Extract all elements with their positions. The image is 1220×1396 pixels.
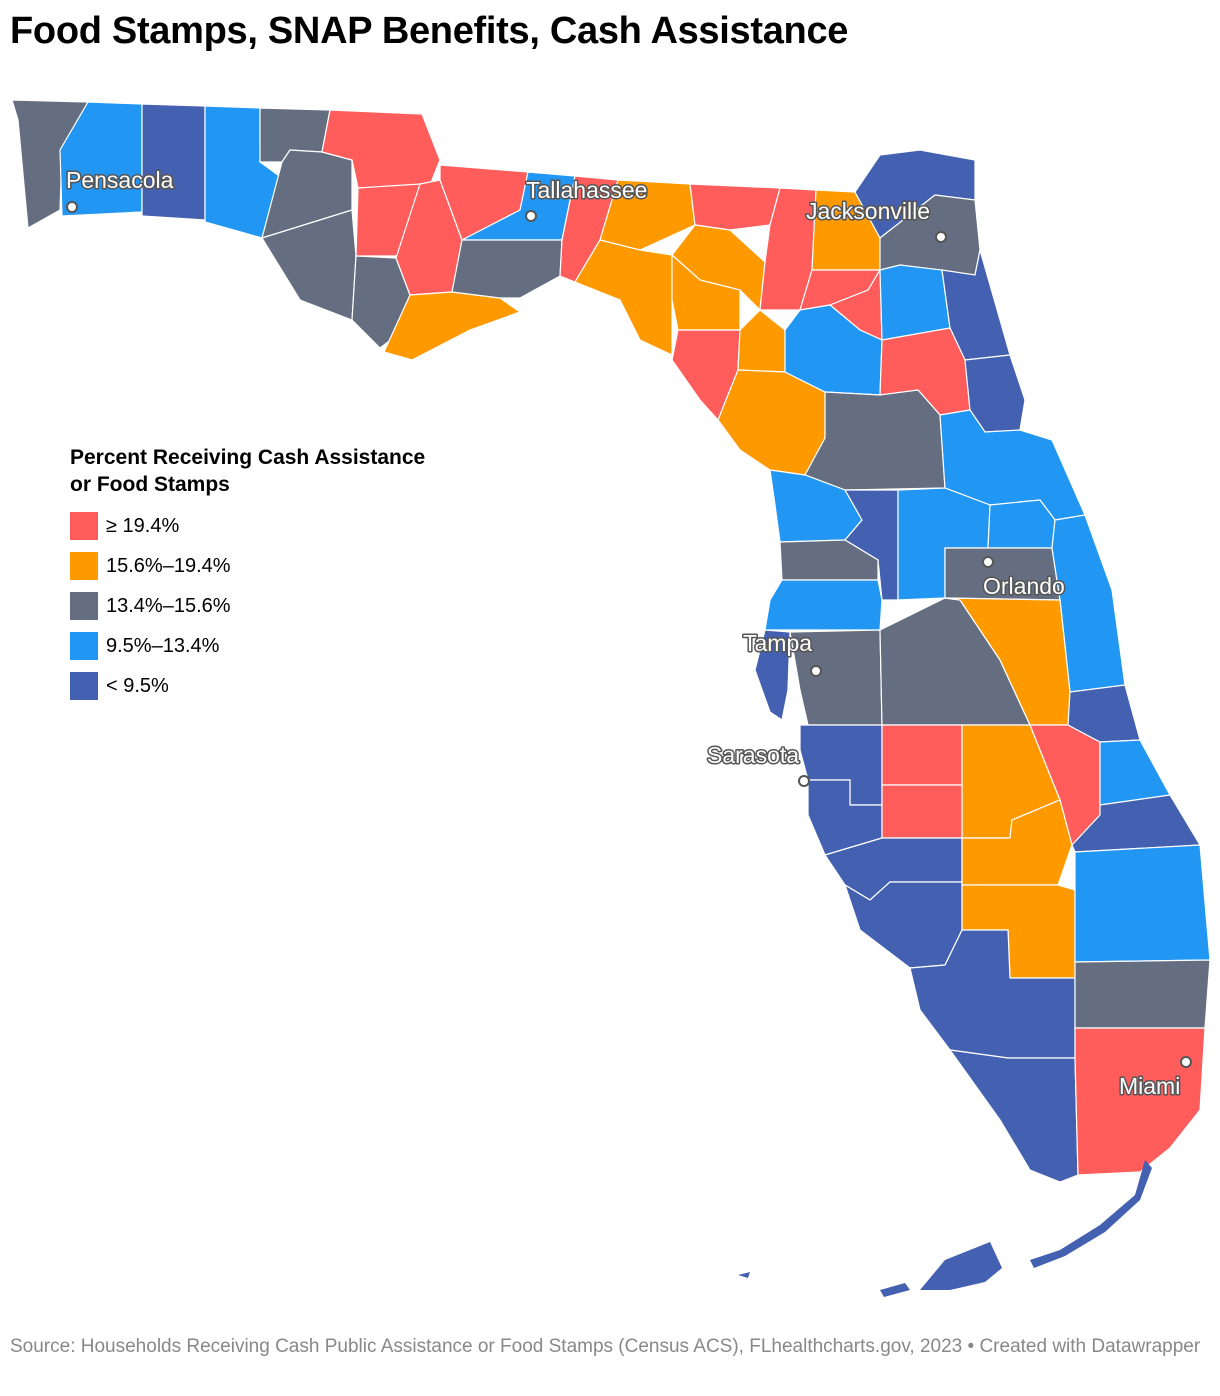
- source-note: Source: Households Receiving Cash Public…: [10, 1336, 1201, 1357]
- city-label: Sarasota: [707, 742, 799, 768]
- city-jacksonville: Jacksonville: [805, 197, 947, 243]
- city-pensacola: Pensacola: [65, 166, 175, 213]
- city-label: Orlando: [983, 573, 1065, 599]
- county-taylor: [574, 239, 673, 356]
- florida-county-map: [11, 99, 1211, 1297]
- county-hamilton: [689, 183, 781, 231]
- city-dot: [525, 210, 537, 222]
- city-sarasota: Sarasota: [706, 741, 810, 787]
- county-miami-dade: [1074, 1027, 1206, 1176]
- legend-swatch: [70, 632, 98, 660]
- city-dot: [810, 665, 822, 677]
- legend-item: 15.6%–19.4%: [70, 546, 470, 586]
- legend-item: ≥ 19.4%: [70, 506, 470, 546]
- city-label: Miami: [1119, 1073, 1180, 1099]
- city-miami: Miami: [1118, 1056, 1192, 1101]
- legend-label: 15.6%–19.4%: [106, 554, 231, 577]
- city-tallahassee: Tallahassee: [525, 176, 649, 222]
- legend-title-line1: Percent Receiving Cash Assistance: [70, 446, 426, 469]
- city-dot: [1180, 1056, 1192, 1068]
- legend-label: 9.5%–13.4%: [106, 634, 220, 657]
- legend-swatch: [70, 552, 98, 580]
- legend-title: Percent Receiving Cash Assistance or Foo…: [70, 444, 470, 498]
- legend-swatch: [70, 672, 98, 700]
- legend-item: 9.5%–13.4%: [70, 626, 470, 666]
- county-santa-rosa: [59, 101, 143, 217]
- city-label: Jacksonville: [806, 198, 930, 224]
- city-dot: [66, 201, 78, 213]
- city-dot: [935, 231, 947, 243]
- city-orlando: Orlando: [982, 556, 1066, 601]
- city-dot: [982, 556, 994, 568]
- legend-swatch: [70, 512, 98, 540]
- legend: Percent Receiving Cash Assistance or Foo…: [70, 444, 470, 706]
- legend-title-line2: or Food Stamps: [70, 473, 230, 496]
- county-monroe-mainland: [948, 1049, 1079, 1183]
- county-hernando: [779, 539, 879, 581]
- legend-item: 13.4%–15.6%: [70, 586, 470, 626]
- florida-keys: [738, 1160, 1152, 1297]
- chart-title: Food Stamps, SNAP Benefits, Cash Assista…: [10, 10, 849, 52]
- city-label: Tampa: [743, 630, 812, 656]
- city-label: Pensacola: [66, 167, 174, 193]
- legend-label: 13.4%–15.6%: [106, 594, 231, 617]
- legend-label: < 9.5%: [106, 674, 169, 697]
- county-madison: [599, 179, 696, 251]
- city-tampa: Tampa: [742, 629, 822, 677]
- city-dot: [798, 775, 810, 787]
- legend-swatch: [70, 592, 98, 620]
- legend-label: ≥ 19.4%: [106, 514, 180, 537]
- city-label: Tallahassee: [526, 177, 647, 203]
- legend-item: < 9.5%: [70, 666, 470, 706]
- city-markers: Pensacola Tallahassee Jacksonville Orlan…: [65, 166, 1192, 1101]
